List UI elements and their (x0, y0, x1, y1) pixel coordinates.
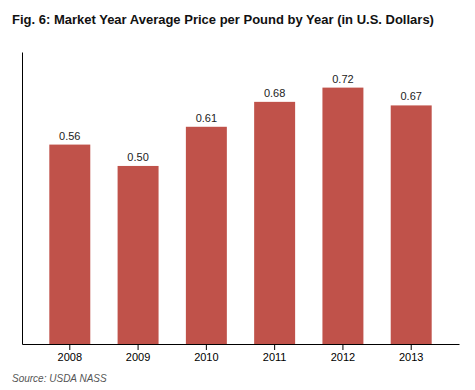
x-tick-mark (138, 344, 139, 350)
data-label: 0.72 (332, 73, 353, 85)
chart: Fig. 6: Market Year Average Price per Po… (0, 0, 475, 390)
bar (322, 88, 363, 344)
x-tick: 2013 (399, 344, 423, 363)
x-tick: 2008 (58, 344, 82, 363)
y-axis (22, 53, 23, 345)
x-tick-label: 2010 (194, 351, 218, 363)
data-labels: 0.56 0.50 0.61 0.68 0.72 0.67 (59, 73, 422, 163)
x-tick: 2012 (331, 344, 355, 363)
bar (118, 166, 159, 344)
x-tick-label: 2012 (331, 351, 355, 363)
data-label: 0.50 (127, 151, 148, 163)
x-tick-mark (206, 344, 207, 350)
x-tick-label: 2011 (263, 351, 287, 363)
title: Fig. 6: Market Year Average Price per Po… (12, 12, 434, 27)
x-tick-mark (69, 344, 70, 350)
data-label: 0.67 (400, 90, 421, 102)
x-axis: 2008 2009 2010 2011 2012 2013 (23, 344, 460, 363)
x-tick-mark (342, 344, 343, 350)
data-label: 0.61 (196, 112, 217, 124)
bar (49, 145, 90, 344)
y-axis-line (22, 53, 23, 345)
x-tick: 2009 (126, 344, 150, 363)
bars (49, 88, 431, 344)
x-tick-mark (411, 344, 412, 350)
x-tick-label: 2013 (399, 351, 423, 363)
x-tick-label: 2008 (58, 351, 82, 363)
x-tick-label: 2009 (126, 351, 150, 363)
bar (254, 102, 295, 344)
data-label: 0.56 (59, 130, 80, 142)
x-tick: 2010 (194, 344, 218, 363)
x-tick-mark (274, 344, 275, 350)
bar (186, 127, 227, 344)
annotation: Source: USDA NASS (12, 373, 107, 384)
plot: 0.56 0.50 0.61 0.68 0.72 0.67 2008 2009 2010 2011… (23, 53, 460, 363)
x-tick: 2011 (263, 344, 287, 363)
data-label: 0.68 (264, 87, 285, 99)
x-axis-line (23, 344, 460, 345)
bar (391, 105, 432, 344)
